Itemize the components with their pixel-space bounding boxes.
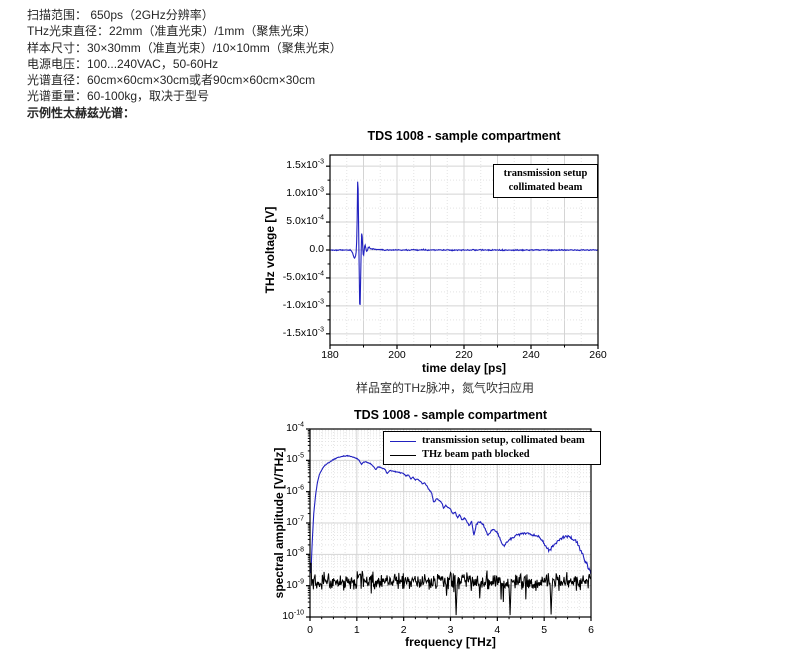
legend-line-sample-blue — [390, 440, 416, 442]
spec-line: 示例性太赫兹光谱： — [27, 105, 136, 120]
y-tick-label: 1.0x10-3 — [286, 186, 324, 200]
pulse-trace — [329, 181, 599, 306]
x-tick-label: 5 — [541, 624, 548, 636]
x-tick-label: 180 — [321, 349, 339, 361]
chart-spectrum: TDS 1008 - sample compartment spectral a… — [240, 405, 610, 649]
y-tick-label: 10-9 — [286, 578, 304, 591]
legend-entry: THz beam path blocked — [390, 448, 594, 462]
x-tick-label: 3 — [447, 624, 454, 636]
legend-entry: transmission setup, collimated beam — [390, 434, 594, 448]
legend-entry: transmission setup — [503, 168, 588, 179]
chart-title: TDS 1008 - sample compartment — [367, 129, 561, 143]
chart-pulse: TDS 1008 - sample compartment THz voltag… — [180, 128, 610, 382]
pulse-plot — [326, 154, 599, 349]
x-tick-label: 6 — [588, 624, 594, 636]
y-tick-label: 10-4 — [286, 421, 304, 435]
legend-line-sample-black — [390, 454, 416, 456]
y-tick-label: 10-6 — [286, 484, 304, 497]
x-tick-label: 260 — [589, 349, 607, 361]
x-tick-label: 0 — [307, 624, 313, 636]
spec-line: 光谱直径：60cm×60cm×30cm或者90cm×60cm×30cm — [27, 73, 316, 88]
y-tick-label: -1.5x10-3 — [282, 326, 324, 339]
y-tick-label: 10-10 — [282, 609, 304, 623]
x-tick-label: 1 — [353, 624, 360, 636]
x-tick-label: 200 — [388, 349, 406, 361]
spec-line: 光谱重量：60-100kg，取决于型号 — [27, 89, 210, 104]
y-tick-label: 10-8 — [286, 546, 304, 560]
chart-caption: 样品室的THz脉冲，氮气吹扫应用 — [356, 381, 534, 395]
chart-title: TDS 1008 - sample compartment — [353, 408, 548, 422]
legend-entry: collimated beam — [508, 182, 583, 193]
x-tick-label: 2 — [400, 624, 407, 636]
spec-line: 样本尺寸：30×30mm（准直光束）/10×10mm（聚焦光束） — [27, 40, 342, 55]
x-tick-label: 220 — [455, 349, 473, 361]
spec-line: THz光束直径：22mm（准直光束）/1mm（聚焦光束） — [27, 24, 317, 39]
y-tick-label: -1.0x10-3 — [282, 298, 324, 311]
y-tick-label: 0.0 — [309, 243, 324, 255]
y-tick-label: 10-7 — [286, 515, 304, 529]
x-tick-label: 240 — [522, 349, 540, 361]
spec-line: 电源电压：100...240VAC，50-60Hz — [27, 56, 219, 71]
y-tick-label: -5.0x10-4 — [282, 270, 324, 283]
legend-entry-label: transmission setup, collimated beam — [422, 435, 585, 446]
legend: transmission setup, collimated beam THz … — [383, 431, 601, 465]
spec-list: 扫描范围： 650ps（2GHz分辨率） THz光束直径：22mm（准直光束）/1… — [27, 7, 342, 121]
x-tick-label: 4 — [494, 624, 501, 636]
spectrum-trace-transmission — [310, 454, 592, 575]
x-axis-label: frequency [THz] — [405, 635, 496, 649]
x-axis-label: time delay [ps] — [421, 361, 507, 375]
spectrum-trace-blocked — [309, 562, 592, 616]
y-tick-label: 5.0x10-4 — [286, 214, 324, 228]
legend: transmission setup collimated beam — [493, 164, 598, 198]
spec-line: 扫描范围： 650ps（2GHz分辨率） — [27, 8, 214, 22]
legend-entry-label: THz beam path blocked — [422, 449, 530, 460]
y-tick-label: 1.5x10-3 — [286, 158, 324, 172]
y-tick-label: 10-5 — [286, 452, 304, 466]
